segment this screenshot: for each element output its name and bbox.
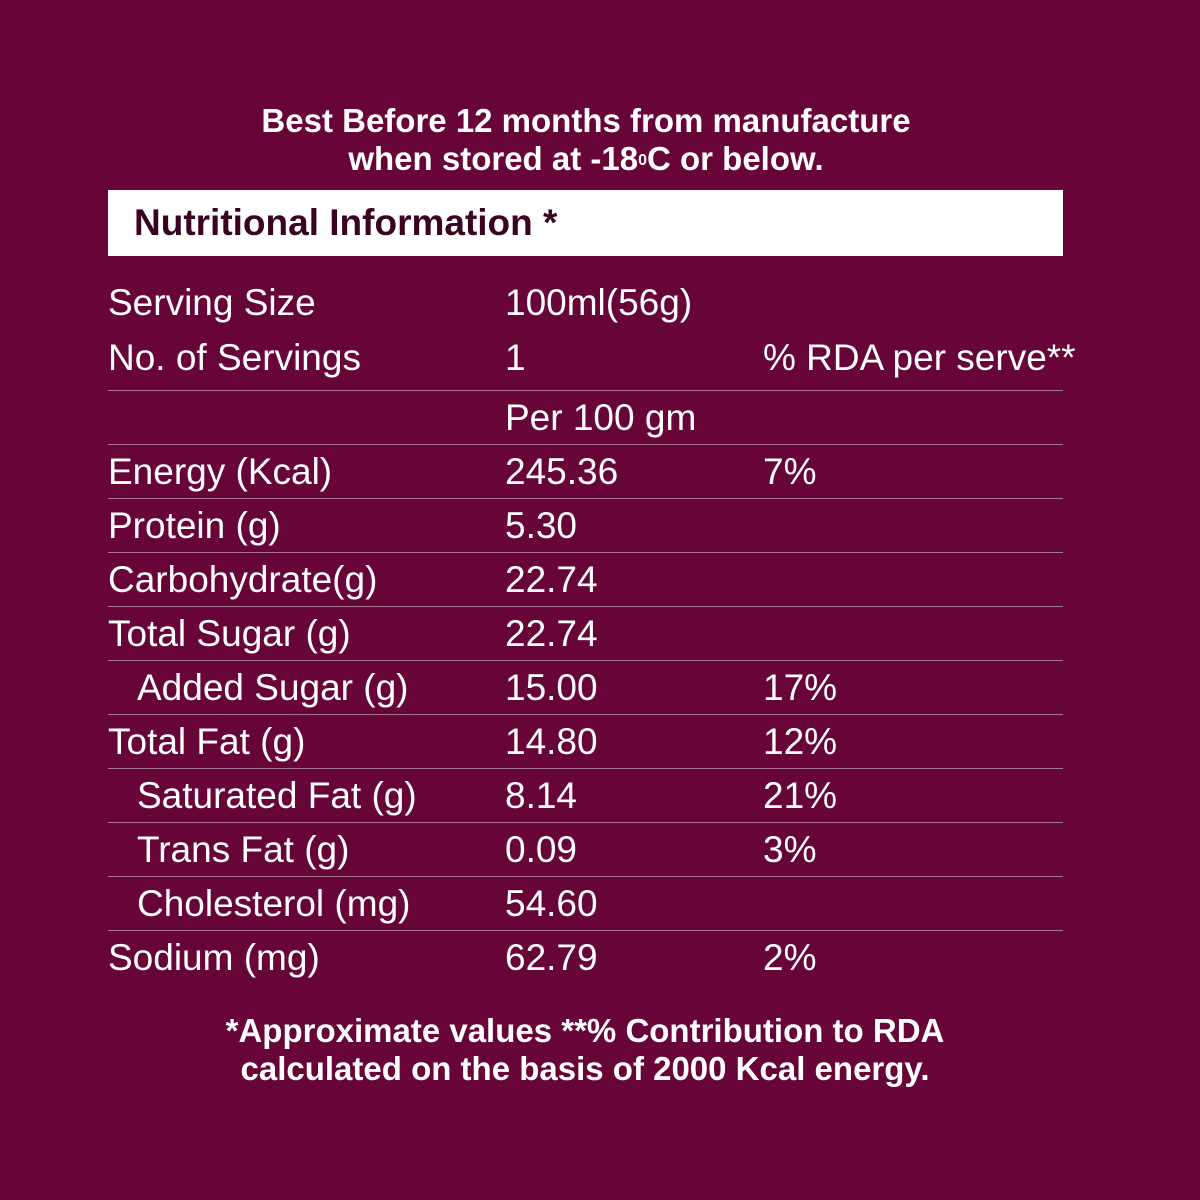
nutrient-name: Trans Fat (g): [137, 829, 350, 870]
nutrient-value: 5.30: [505, 505, 578, 546]
nutrient-name: Total Fat (g): [108, 721, 306, 762]
nutrient-value: 8.14: [505, 775, 578, 816]
nutrient-name: Total Sugar (g): [108, 613, 351, 654]
nutrient-value: 22.74: [505, 559, 598, 600]
nutrient-rda: 12%: [763, 721, 838, 762]
table-row: Carbohydrate(g) 22.74: [108, 552, 1063, 606]
nutrient-value: 0.09: [505, 829, 578, 870]
per-100-label: Per 100 gm: [505, 397, 697, 438]
nutrient-name: Energy (Kcal): [108, 451, 333, 492]
nutrient-name: Saturated Fat (g): [137, 775, 417, 816]
nutrient-rda: 2%: [763, 937, 817, 978]
nutrient-rda: 3%: [763, 829, 817, 870]
table-row: Added Sugar (g) 15.00 17%: [108, 660, 1063, 714]
nutrient-rda: 21%: [763, 775, 838, 816]
nutrition-table: Per 100 gm Energy (Kcal) 245.36 7% Prote…: [108, 390, 1063, 984]
nutrient-name: Cholesterol (mg): [137, 883, 411, 924]
serving-size-value: 100ml(56g): [505, 282, 693, 323]
nutrient-name: Added Sugar (g): [137, 667, 409, 708]
table-row: Saturated Fat (g) 8.14 21%: [108, 768, 1063, 822]
best-before-line-2-prefix: when stored at -18: [348, 140, 639, 177]
nutrient-value: 62.79: [505, 937, 598, 978]
best-before-notice: Best Before 12 months from manufacture w…: [0, 102, 1172, 178]
table-row: Total Sugar (g) 22.74: [108, 606, 1063, 660]
nutrition-header-bar: Nutritional Information *: [108, 190, 1063, 256]
nutrition-title: Nutritional Information *: [134, 202, 558, 243]
best-before-line-2: when stored at -180C or below.: [0, 140, 1172, 178]
best-before-line-2-suffix: C or below.: [647, 140, 824, 177]
nutrient-value: 22.74: [505, 613, 598, 654]
nutrient-value: 15.00: [505, 667, 598, 708]
best-before-line-1: Best Before 12 months from manufacture: [261, 102, 911, 139]
serving-size-label: Serving Size: [108, 282, 316, 323]
footnote-line-1: *Approximate values **% Contribution to …: [225, 1012, 945, 1049]
footnote: *Approximate values **% Contribution to …: [0, 1012, 1170, 1088]
table-row: Cholesterol (mg) 54.60: [108, 876, 1063, 930]
nutrient-name: Sodium (mg): [108, 937, 320, 978]
table-row: Sodium (mg) 62.79 2%: [108, 930, 1063, 984]
nutrient-value: 14.80: [505, 721, 598, 762]
degree-superscript: 0: [638, 152, 647, 169]
nutrient-rda: 7%: [763, 451, 817, 492]
table-row: Total Fat (g) 14.80 12%: [108, 714, 1063, 768]
table-row: Protein (g) 5.30: [108, 498, 1063, 552]
nutrient-rda: 17%: [763, 667, 838, 708]
table-row: Energy (Kcal) 245.36 7%: [108, 444, 1063, 498]
servings-count-value: 1: [505, 337, 526, 378]
table-subheader-row: Per 100 gm: [108, 390, 1063, 444]
table-row: Trans Fat (g) 0.09 3%: [108, 822, 1063, 876]
nutrient-name: Protein (g): [108, 505, 281, 546]
nutrient-value: 245.36: [505, 451, 619, 492]
nutrient-value: 54.60: [505, 883, 598, 924]
rda-header: % RDA per serve**: [763, 337, 1076, 378]
nutrient-name: Carbohydrate(g): [108, 559, 378, 600]
servings-count-label: No. of Servings: [108, 337, 361, 378]
footnote-line-2: calculated on the basis of 2000 Kcal ene…: [240, 1050, 930, 1087]
